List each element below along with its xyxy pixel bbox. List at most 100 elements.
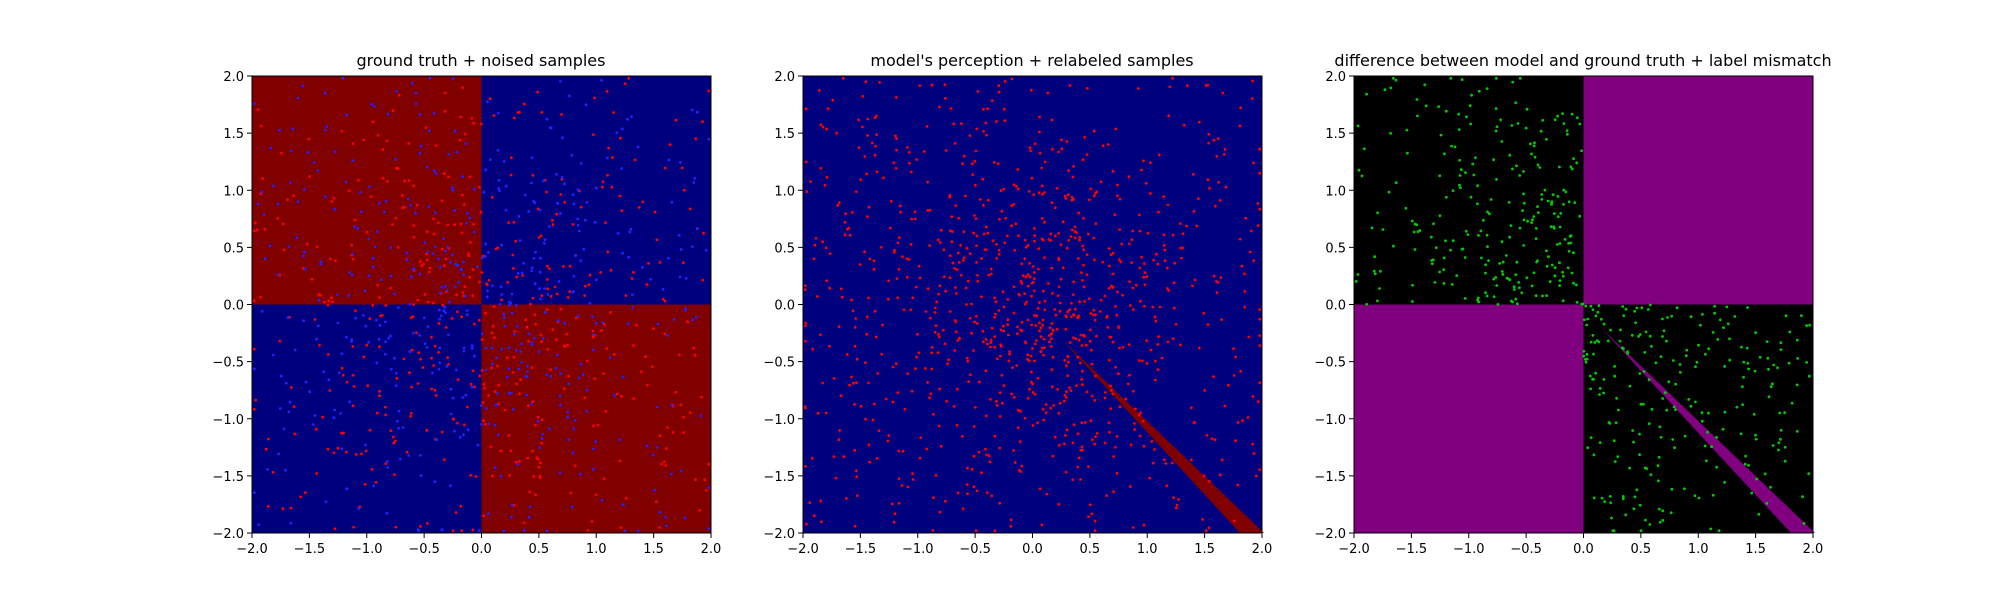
data-point-series-0 [1119,260,1123,264]
data-point-series-0 [1051,147,1054,151]
data-point-series-0 [1112,455,1115,458]
data-point-series-0 [998,217,1001,221]
data-point-series-0 [1189,406,1193,410]
data-point-series-0 [1115,435,1119,438]
data-point-series-0 [1145,275,1149,279]
data-point-series-0 [819,166,823,170]
data-point-series-1 [554,366,558,370]
data-point-series-1 [628,230,632,234]
data-point-series-0 [939,228,943,232]
data-point-series-0 [1142,523,1146,527]
data-point-series-0 [1020,464,1024,468]
data-point-series-1 [665,524,668,528]
data-point-series-0 [440,199,444,202]
data-point-series-0 [865,332,869,336]
data-point-series-0 [1072,280,1075,284]
data-point-series-0 [1035,314,1039,318]
data-point-series-0 [1518,286,1521,290]
data-point-series-0 [805,522,808,526]
data-point-series-0 [1170,461,1174,465]
data-point-series-0 [840,296,844,299]
data-point-series-0 [893,512,897,515]
data-point-series-0 [1026,318,1030,322]
data-point-series-0 [423,293,427,296]
data-point-series-1 [341,76,345,80]
data-point-series-0 [1070,301,1073,305]
data-point-series-0 [1157,335,1160,339]
data-point-series-0 [1356,273,1360,276]
data-point-series-1 [527,210,531,213]
data-point-series-0 [1656,464,1660,468]
x-tick-label: −1.0 [351,542,383,557]
data-point-series-0 [1051,329,1055,333]
data-point-series-0 [1072,423,1076,427]
data-point-series-0 [875,457,879,460]
data-point-series-0 [1195,224,1199,228]
data-point-series-0 [468,175,472,179]
data-point-series-0 [1716,338,1720,341]
data-point-series-0 [834,476,838,480]
data-point-series-0 [511,253,515,257]
data-point-series-0 [1080,421,1084,425]
data-point-series-0 [1444,239,1447,243]
data-point-series-0 [1073,230,1077,233]
data-point-series-0 [1807,374,1811,378]
data-point-series-1 [561,136,564,140]
data-point-series-0 [1077,456,1081,460]
data-point-series-0 [560,113,563,116]
data-point-series-1 [500,243,503,247]
data-point-series-0 [281,507,285,510]
data-point-series-0 [688,411,692,415]
data-point-series-0 [537,465,541,469]
data-point-series-0 [851,309,855,313]
data-point-series-0 [1739,432,1743,436]
data-point-series-0 [1135,283,1138,287]
data-point-series-0 [1628,466,1631,470]
data-point-series-0 [855,469,858,473]
data-point-series-1 [260,310,264,313]
data-point-series-0 [545,278,549,281]
data-point-series-0 [1061,266,1065,270]
data-point-series-0 [1205,433,1209,437]
data-point-series-0 [972,485,976,489]
data-point-series-1 [454,262,457,266]
data-point-series-1 [439,314,443,318]
data-point-series-0 [299,495,303,499]
data-point-series-0 [1082,263,1085,267]
data-point-series-0 [1086,232,1090,236]
quadrant-bottom-left [1354,304,1584,533]
data-point-series-0 [321,415,325,419]
data-point-series-0 [1006,298,1010,301]
data-point-series-1 [464,393,468,397]
data-point-series-0 [1026,357,1029,361]
data-point-series-1 [373,245,377,249]
data-point-series-0 [1453,145,1457,149]
data-point-series-0 [331,300,335,304]
data-point-series-0 [328,389,332,392]
data-point-series-0 [1578,214,1582,218]
data-point-series-0 [908,161,911,165]
data-point-series-0 [1669,511,1673,515]
y-tick-label: 2.0 [223,70,244,85]
data-point-series-0 [832,455,836,458]
data-point-series-0 [1429,235,1433,239]
data-point-series-1 [537,350,541,354]
data-point-series-0 [1504,254,1508,257]
data-point-series-0 [1635,306,1639,310]
data-point-series-0 [1151,461,1155,465]
data-point-series-0 [1019,328,1023,332]
x-tick-label: 1.5 [643,542,664,557]
data-point-series-0 [1168,85,1172,89]
data-point-series-0 [1573,201,1577,204]
data-point-series-1 [665,334,669,337]
data-point-series-0 [1038,151,1042,155]
data-point-series-0 [1099,180,1103,184]
data-point-series-0 [360,452,363,456]
data-point-series-0 [375,411,379,415]
data-point-series-0 [340,366,344,370]
data-point-series-0 [368,428,372,432]
data-point-series-0 [1003,119,1007,123]
data-point-series-0 [591,329,595,333]
data-point-series-0 [1561,270,1564,274]
data-point-series-0 [1694,400,1697,404]
